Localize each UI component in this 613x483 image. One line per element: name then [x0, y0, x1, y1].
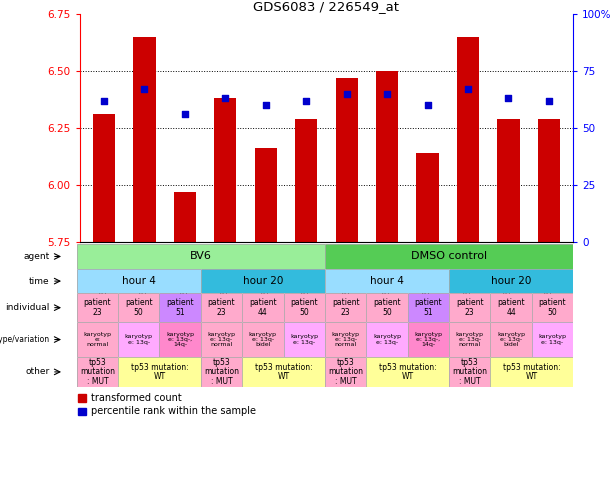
Text: hour 20: hour 20 [243, 276, 283, 286]
Text: patient
50: patient 50 [373, 298, 401, 317]
Bar [416, 153, 439, 242]
Text: tp53
mutation
: MUT: tp53 mutation : MUT [328, 358, 363, 386]
Title: GDS6083 / 226549_at: GDS6083 / 226549_at [253, 0, 400, 14]
Text: DMSO control: DMSO control [411, 252, 487, 261]
Text: hour 4: hour 4 [370, 276, 404, 286]
Point [463, 85, 473, 93]
Text: patient
50: patient 50 [539, 298, 566, 317]
Text: hour 4: hour 4 [122, 276, 156, 286]
Text: other: other [26, 368, 50, 376]
Text: karyotyp
e: 13q-: karyotyp e: 13q- [290, 334, 318, 345]
Text: karyotyp
e: 13q-
bidel: karyotyp e: 13q- bidel [497, 332, 525, 347]
Bar [78, 408, 86, 415]
Bar [497, 119, 520, 242]
Text: agent: agent [23, 252, 50, 261]
Bar [376, 71, 398, 242]
Text: patient
23: patient 23 [83, 298, 111, 317]
Bar [173, 192, 196, 242]
Text: karyotyp
e: 13q-
normal: karyotyp e: 13q- normal [332, 332, 360, 347]
Text: tp53
mutation
: MUT: tp53 mutation : MUT [452, 358, 487, 386]
Bar [295, 119, 318, 242]
Text: karyotyp
e: 13q-: karyotyp e: 13q- [538, 334, 566, 345]
Text: karyotyp
e: 13q-,
14q-: karyotyp e: 13q-, 14q- [414, 332, 443, 347]
Point [302, 97, 311, 105]
Text: genotype/variation: genotype/variation [0, 335, 50, 344]
Text: tp53 mutation:
WT: tp53 mutation: WT [503, 363, 561, 381]
Point [341, 90, 351, 98]
Text: patient
51: patient 51 [414, 298, 442, 317]
Point [140, 85, 150, 93]
Text: patient
51: patient 51 [166, 298, 194, 317]
Text: hour 20: hour 20 [491, 276, 531, 286]
Text: patient
23: patient 23 [332, 298, 359, 317]
Point [422, 101, 432, 109]
Point [180, 111, 190, 118]
Point [544, 97, 554, 105]
Bar [335, 78, 358, 242]
Text: patient
23: patient 23 [208, 298, 235, 317]
Point [503, 95, 513, 102]
Text: tp53
mutation
: MUT: tp53 mutation : MUT [80, 358, 115, 386]
Text: karyotyp
e:
normal: karyotyp e: normal [83, 332, 112, 347]
Text: tp53 mutation:
WT: tp53 mutation: WT [131, 363, 188, 381]
Text: transformed count: transformed count [91, 393, 181, 402]
Text: tp53 mutation:
WT: tp53 mutation: WT [379, 363, 436, 381]
Text: BV6: BV6 [190, 252, 211, 261]
Bar [214, 99, 237, 242]
Text: patient
44: patient 44 [249, 298, 276, 317]
Bar [538, 119, 560, 242]
Text: karyotyp
e: 13q-
normal: karyotyp e: 13q- normal [207, 332, 235, 347]
Text: karyotyp
e: 13q-: karyotyp e: 13q- [373, 334, 401, 345]
Text: patient
50: patient 50 [125, 298, 153, 317]
Bar [93, 114, 115, 242]
Bar [133, 37, 156, 242]
Text: karyotyp
e: 13q-
bidel: karyotyp e: 13q- bidel [249, 332, 277, 347]
Point [261, 101, 271, 109]
Text: patient
50: patient 50 [291, 298, 318, 317]
Text: karyotyp
e: 13q-,
14q-: karyotyp e: 13q-, 14q- [166, 332, 194, 347]
Text: individual: individual [6, 303, 50, 312]
Bar [78, 394, 86, 402]
Text: tp53
mutation
: MUT: tp53 mutation : MUT [204, 358, 239, 386]
Text: tp53 mutation:
WT: tp53 mutation: WT [254, 363, 313, 381]
Text: patient
23: patient 23 [456, 298, 484, 317]
Bar [254, 148, 277, 242]
Point [382, 90, 392, 98]
Point [99, 97, 109, 105]
Text: patient
44: patient 44 [497, 298, 525, 317]
Text: karyotyp
e: 13q-: karyotyp e: 13q- [124, 334, 153, 345]
Point [221, 95, 230, 102]
Text: karyotyp
e: 13q-
normal: karyotyp e: 13q- normal [455, 332, 484, 347]
Text: percentile rank within the sample: percentile rank within the sample [91, 406, 256, 416]
Bar [457, 37, 479, 242]
Text: time: time [29, 277, 50, 285]
